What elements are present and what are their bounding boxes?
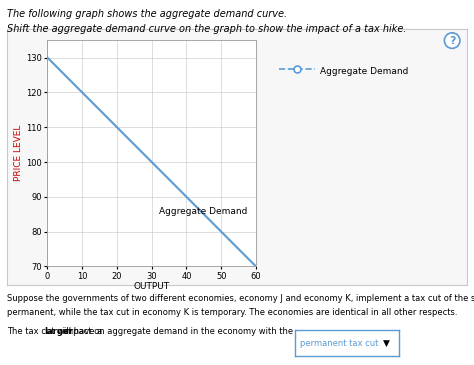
Text: impact on aggregate demand in the economy with the: impact on aggregate demand in the econom…: [60, 327, 293, 336]
Text: larger: larger: [44, 327, 73, 336]
Text: ?: ?: [449, 36, 456, 46]
Text: permanent tax cut: permanent tax cut: [300, 339, 378, 347]
Text: Aggregate Demand: Aggregate Demand: [320, 67, 408, 76]
Text: The following graph shows the aggregate demand curve.: The following graph shows the aggregate …: [7, 9, 287, 19]
Text: permanent, while the tax cut in economy K is temporary. The economies are identi: permanent, while the tax cut in economy …: [7, 308, 457, 318]
Text: Suppose the governments of two different economies, economy J and economy K, imp: Suppose the governments of two different…: [7, 294, 474, 303]
Text: Shift the aggregate demand curve on the graph to show the impact of a tax hike.: Shift the aggregate demand curve on the …: [7, 24, 407, 34]
Y-axis label: PRICE LEVEL: PRICE LEVEL: [14, 125, 23, 181]
Text: The tax cut will have a: The tax cut will have a: [7, 327, 105, 336]
Text: ▼: ▼: [383, 339, 390, 347]
X-axis label: OUTPUT: OUTPUT: [134, 283, 170, 291]
Text: Aggregate Demand: Aggregate Demand: [159, 207, 247, 216]
